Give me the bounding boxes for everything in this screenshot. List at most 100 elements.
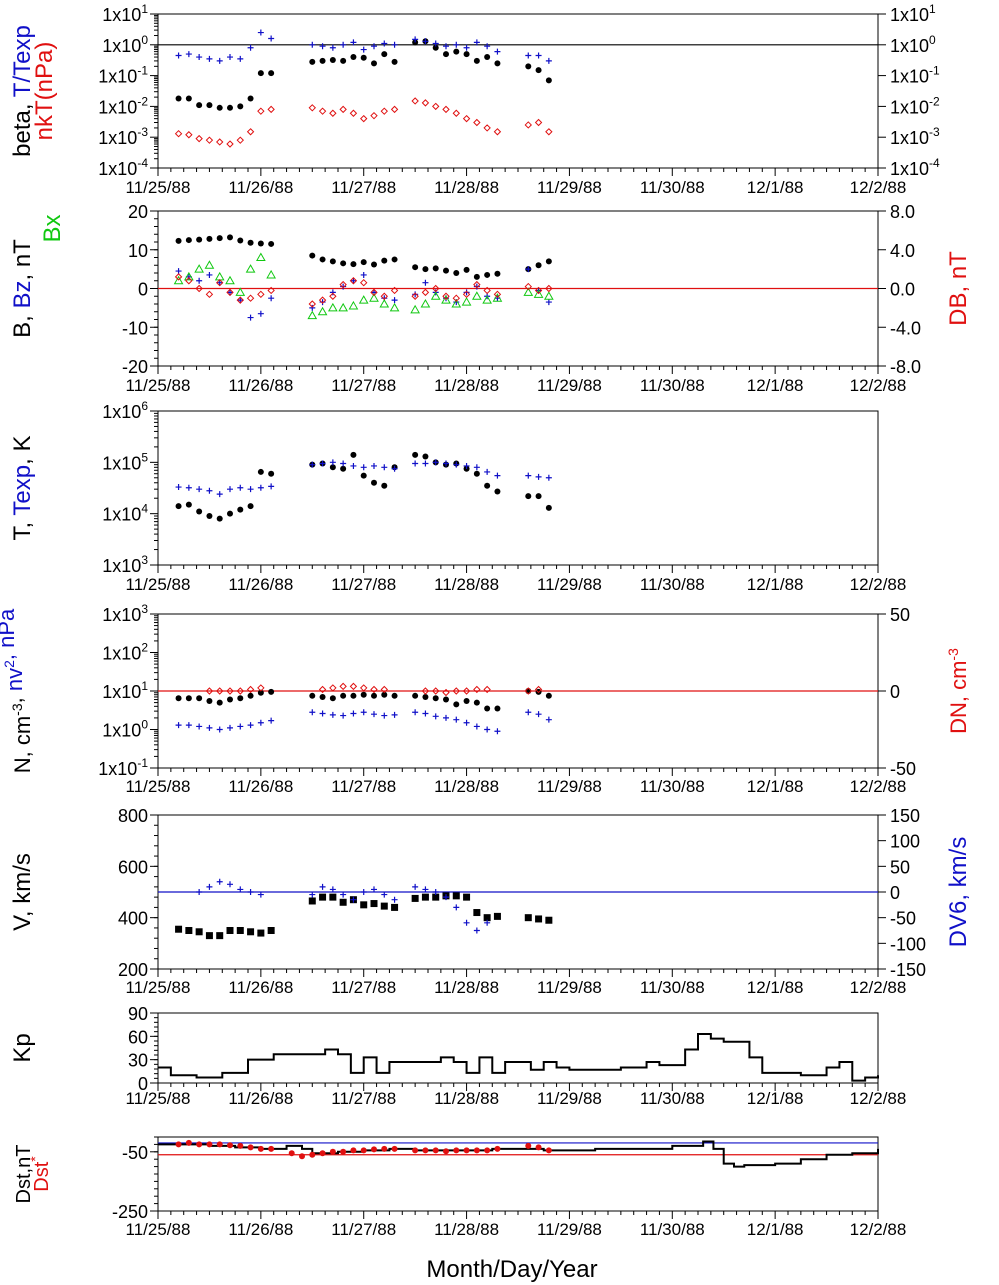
data-point xyxy=(381,891,388,898)
y-tick-label: 1x102 xyxy=(102,641,148,664)
data-point xyxy=(484,705,491,712)
data-point xyxy=(257,290,265,299)
data-point xyxy=(473,723,480,730)
data-point xyxy=(545,299,552,306)
data-point xyxy=(216,726,223,733)
right-y-tick-label: 1x10-2 xyxy=(890,94,940,117)
data-point xyxy=(380,107,388,115)
data-point xyxy=(255,252,266,261)
x-tick-label: 12/1/88 xyxy=(747,978,804,997)
data-point xyxy=(545,1147,552,1154)
data-point xyxy=(257,891,264,898)
data-point xyxy=(247,503,254,510)
data-point xyxy=(473,927,480,934)
data-point xyxy=(216,104,223,111)
data-point xyxy=(268,70,275,77)
data-point xyxy=(195,134,203,143)
data-point xyxy=(175,237,182,244)
data-point xyxy=(534,118,543,127)
data-point xyxy=(432,40,439,47)
right-axis-label: DN, cm-3 xyxy=(945,648,971,734)
data-point xyxy=(494,60,501,67)
data-point xyxy=(453,716,460,723)
x-tick-label: 11/29/88 xyxy=(537,178,602,197)
data-point xyxy=(432,265,439,272)
data-point xyxy=(350,261,357,268)
data-point xyxy=(216,699,223,706)
data-point xyxy=(318,296,327,304)
data-point xyxy=(247,44,254,51)
data-point xyxy=(421,99,430,107)
y-tick-label: 30 xyxy=(128,1051,148,1071)
data-point xyxy=(329,711,336,718)
data-point xyxy=(534,286,543,295)
data-point xyxy=(318,107,327,115)
y-tick-label: 90 xyxy=(128,1004,148,1024)
x-tick-label: 11/30/88 xyxy=(640,1089,705,1108)
data-point xyxy=(257,719,264,726)
data-point xyxy=(422,460,429,467)
data-point xyxy=(205,290,214,299)
x-tick-label: 11/27/88 xyxy=(331,376,396,395)
data-point xyxy=(319,883,326,890)
series-line-black xyxy=(158,1140,879,1168)
data-point xyxy=(227,724,233,731)
data-point xyxy=(247,889,254,895)
right-y-tick-label: 1x10-4 xyxy=(890,156,940,179)
x-tick-label: 11/26/88 xyxy=(228,978,293,997)
x-tick-label: 11/28/88 xyxy=(434,978,499,997)
data-point xyxy=(350,710,357,717)
data-point xyxy=(412,264,419,271)
data-point xyxy=(204,260,215,269)
data-point xyxy=(432,284,440,293)
data-point xyxy=(227,510,233,517)
data-point xyxy=(226,140,234,148)
data-point xyxy=(340,57,347,64)
data-point xyxy=(370,288,378,297)
data-point xyxy=(525,266,532,273)
data-point xyxy=(535,1144,542,1151)
data-point xyxy=(453,904,460,911)
data-point xyxy=(391,692,398,699)
data-point xyxy=(175,95,182,102)
data-point xyxy=(473,685,481,694)
data-point xyxy=(463,719,470,726)
data-point xyxy=(432,1147,439,1154)
x-tick-label: 11/28/88 xyxy=(434,178,499,197)
data-point xyxy=(422,886,429,893)
data-point xyxy=(340,712,347,719)
data-point xyxy=(268,240,275,247)
data-point xyxy=(412,692,419,699)
x-tick-label: 11/29/88 xyxy=(537,1089,602,1108)
data-point xyxy=(524,282,532,291)
data-point xyxy=(360,54,367,61)
x-tick-label: 11/27/88 xyxy=(331,178,396,197)
data-point xyxy=(309,692,316,699)
y-tick-label: 10 xyxy=(128,241,148,261)
x-tick-label: 12/1/88 xyxy=(747,376,804,395)
data-point xyxy=(196,236,203,243)
y-tick-label: 800 xyxy=(118,806,148,826)
data-point xyxy=(329,893,337,901)
data-point xyxy=(226,687,234,695)
x-tick-label: 11/30/88 xyxy=(640,575,705,594)
data-point xyxy=(175,268,182,275)
data-point xyxy=(227,881,233,888)
data-point xyxy=(175,1141,182,1148)
y-tick-label: 1x10-3 xyxy=(98,125,148,148)
data-point xyxy=(214,271,225,281)
data-point xyxy=(257,310,264,317)
data-point xyxy=(185,51,192,58)
data-point xyxy=(247,928,255,936)
data-point xyxy=(196,889,203,895)
data-point xyxy=(473,1147,480,1154)
data-point xyxy=(247,692,254,699)
data-point xyxy=(453,1147,460,1154)
y-axis-label: V, km/s xyxy=(9,853,36,931)
series-line-black xyxy=(158,1033,879,1082)
data-point xyxy=(545,284,553,293)
y-tick-label: 400 xyxy=(118,909,148,929)
data-point xyxy=(420,298,431,308)
data-point xyxy=(494,1145,501,1152)
